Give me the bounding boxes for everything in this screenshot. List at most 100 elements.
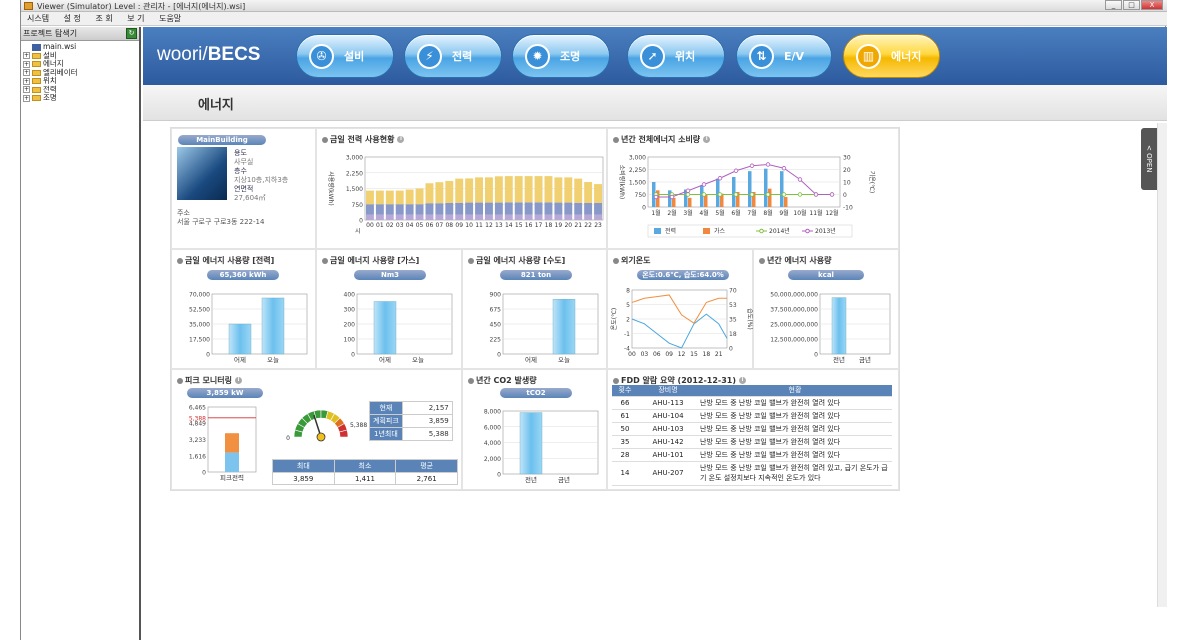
x-tick-label: 03 — [641, 351, 649, 358]
bullet-icon — [613, 377, 619, 384]
table-row[interactable]: 66 AHU-113 난방 모드 중 난방 코일 밸브가 완전히 열려 있다 — [612, 396, 892, 410]
y-tick-label: 0 — [642, 205, 646, 212]
nav-elevator-button[interactable]: ⇅ E/V — [736, 34, 832, 78]
folder-icon — [32, 69, 41, 76]
x-tick-label: 12월 — [825, 209, 838, 217]
x-tick-label: 3월 — [683, 209, 692, 217]
folder-icon — [32, 61, 41, 68]
data-point — [829, 192, 835, 197]
nav-power-button[interactable]: ⚡ 전력 — [404, 34, 502, 78]
bar-segment — [514, 202, 523, 215]
table-row[interactable]: 14 AHU-207 난방 모드 중 난방 코일 밸브가 완전히 열려 있고, 급기… — [612, 461, 892, 486]
page-title: 에너지 — [198, 98, 234, 113]
app-window: Viewer (Simulator) Level : 관리자 - [에너지(에너… — [20, 0, 1167, 640]
x-tick-label: 11 — [475, 222, 483, 229]
bar-segment — [475, 202, 483, 215]
expand-icon[interactable]: + — [23, 77, 30, 85]
panel-title: 금일 전력 사용현황 i — [322, 134, 405, 145]
vertical-scrollbar[interactable] — [1157, 123, 1167, 607]
y-tick-label: 675 — [490, 307, 502, 314]
expand-icon[interactable]: + — [23, 60, 30, 68]
table-row[interactable]: 28 AHU-101 난방 모드 중 난방 코일 밸브가 완전히 열려 있다 — [612, 448, 892, 462]
bullet-icon — [322, 136, 328, 143]
bar-segment — [564, 202, 573, 215]
info-icon[interactable]: i — [397, 136, 405, 143]
project-tree: main.wsi + 설비 + 에너지 + 엘리베이터 + 위치 + 전력 + 조명 — [21, 41, 139, 103]
table-row[interactable]: 61 AHU-104 난방 모드 중 난방 코일 밸브가 완전히 열려 있다 — [612, 409, 892, 423]
tree-item-power[interactable]: + 전력 — [23, 84, 57, 94]
x-tick-label: 00 — [366, 222, 374, 229]
maximize-button[interactable]: □ — [1123, 0, 1140, 10]
menu-view[interactable]: 보 기 — [127, 14, 145, 23]
legend-swatch — [654, 228, 661, 234]
info-icon[interactable]: i — [234, 377, 242, 384]
compass-icon: ➚ — [640, 43, 665, 69]
table-row[interactable]: 35 AHU-142 난방 모드 중 난방 코일 밸브가 완전히 열려 있다 — [612, 435, 892, 449]
panel-title: 금일 에너지 사용량 [가스] — [322, 255, 419, 266]
close-button[interactable]: X — [1141, 0, 1163, 10]
refresh-icon[interactable]: ↻ — [126, 28, 137, 39]
x-tick-label: 1월 — [651, 209, 660, 217]
logo: woori/BECS — [157, 44, 261, 65]
x-tick-label: 12 — [678, 351, 686, 358]
fdd-table[interactable]: 횟수 장비명 현황 66 AHU-113 난방 모드 중 난방 코일 밸브가 완전히 열… — [612, 385, 892, 486]
data-point — [749, 192, 755, 197]
legend-label: 전력 — [665, 227, 676, 235]
expand-icon[interactable]: + — [23, 94, 30, 102]
table-row[interactable]: 50 AHU-103 난방 모드 중 난방 코일 밸브가 완전히 열려 있다 — [612, 422, 892, 436]
water-usage-chart: 900 675 450 225 0 어제 오늘 — [490, 292, 599, 364]
tree-item-equipment[interactable]: + 설비 — [23, 50, 57, 60]
folder-icon — [32, 86, 41, 93]
info-icon[interactable]: i — [703, 136, 711, 143]
menu-query[interactable]: 조 회 — [95, 14, 113, 23]
tree-item-lighting[interactable]: + 조명 — [23, 93, 57, 102]
y2-tick-label: 0 — [729, 346, 733, 353]
table-cell: AHU-104 — [638, 409, 698, 423]
menu-help[interactable]: 도움말 — [159, 14, 182, 23]
bar — [720, 193, 724, 207]
open-panel-tab[interactable]: < OPEN — [1141, 128, 1157, 190]
table-cell: 66 — [612, 396, 638, 410]
menu-settings[interactable]: 설 정 — [63, 14, 81, 23]
bar-segment — [485, 177, 493, 203]
y-tick-label: 4,000 — [484, 440, 501, 447]
nav-lighting-button[interactable]: ✹ 조명 — [512, 34, 610, 78]
bullet-icon — [468, 377, 474, 384]
y-tick-label: 3,233 — [189, 437, 206, 444]
nav-energy-button[interactable]: ▥ 에너지 — [843, 34, 940, 78]
nav-equipment-button[interactable]: ✇ 설비 — [296, 34, 394, 78]
y-tick-label: 0 — [202, 470, 206, 477]
expand-icon[interactable]: + — [23, 52, 30, 60]
panel-title: 년간 전체에너지 소비량 i — [613, 134, 711, 145]
tree-item-elevator[interactable]: + 엘리베이터 — [23, 67, 78, 77]
tree-root[interactable]: main.wsi — [23, 42, 139, 52]
bar — [228, 323, 252, 355]
gas-pill: Nm3 — [354, 270, 426, 280]
data-point — [669, 194, 675, 200]
panel-title: 피크 모니터링 i — [177, 375, 242, 386]
x-tick-label: 17 — [535, 222, 543, 229]
expand-icon[interactable]: + — [23, 69, 30, 77]
table-cell: 난방 모드 중 난방 코일 밸브가 완전히 열려 있다 — [698, 409, 892, 423]
tree-item-location[interactable]: + 위치 — [23, 76, 57, 85]
bar-segment — [584, 181, 593, 203]
x-tick-label: 03 — [396, 222, 404, 229]
tree-item-energy[interactable]: + 에너지 — [23, 59, 64, 68]
expand-icon[interactable]: + — [23, 86, 30, 94]
info-icon[interactable]: i — [739, 377, 747, 384]
x-tick-label: 2월 — [667, 209, 676, 217]
menu-system[interactable]: 시스템 — [27, 14, 50, 23]
bar — [519, 412, 543, 475]
nav-location-button[interactable]: ➚ 위치 — [627, 34, 725, 78]
data-point — [685, 188, 691, 193]
x-tick-label: 22 — [584, 222, 592, 229]
folder-icon — [32, 52, 41, 59]
y-tick-label: 5 — [626, 302, 630, 309]
bar — [672, 197, 676, 207]
x-axis-label: 시 — [355, 228, 361, 235]
minimize-button[interactable]: _ — [1105, 0, 1122, 10]
bar-segment — [395, 204, 404, 215]
x-tick-label: 오늘 — [267, 356, 279, 364]
